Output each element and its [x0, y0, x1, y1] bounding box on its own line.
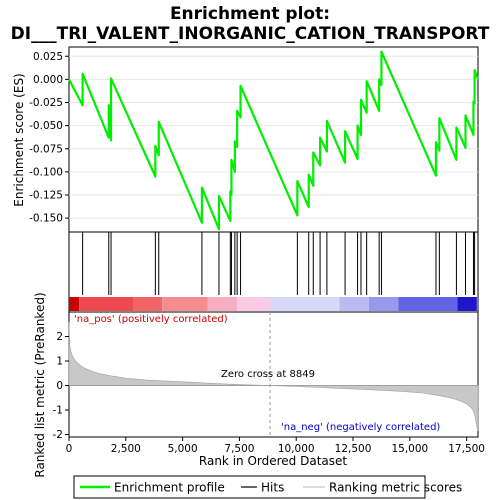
hits-layer [82, 232, 476, 295]
es-tick-label: -0.100 [29, 166, 63, 178]
x-tick-label: 7,500 [224, 443, 254, 455]
x-tick-label: 0 [66, 443, 73, 455]
metric-tick-label: -2 [53, 429, 63, 441]
heat-segment [162, 297, 208, 311]
es-tick-label: 0.000 [33, 74, 63, 86]
metric-layer [68, 312, 479, 437]
es-tick-label: 0.025 [33, 51, 63, 63]
heat-segment [69, 297, 80, 311]
metric-panel [68, 311, 479, 438]
heat-segment [133, 297, 163, 311]
heat-segment [79, 297, 134, 311]
es-curve-layer [68, 50, 480, 231]
es-tick-label: -0.150 [29, 213, 63, 225]
es-axis: 0.025 0.000 -0.025 -0.050 -0.075 -0.100 -0.125… [29, 51, 478, 225]
legend-label: Ranking metric scores [329, 481, 462, 495]
x-axis-label: Rank in Ordered Dataset [199, 454, 347, 468]
x-tick-label: 10,000 [278, 443, 315, 455]
neg-label: 'na_neg' (negatively correlated) [281, 422, 440, 433]
chart-title-line1: Enrichment plot: [170, 4, 330, 24]
pos-label: 'na_pos' (positively correlated) [74, 314, 228, 325]
x-tick-label: 12,500 [335, 443, 372, 455]
enrichment-profile-line [68, 50, 480, 231]
heat-segment [207, 297, 238, 311]
metric-tick-label: -1 [53, 405, 63, 417]
chart-title-line2: DI___TRI_VALENT_INORGANIC_CATION_TRANSPO… [11, 24, 490, 44]
x-axis: 0 2,500 5,000 7,500 10,000 12,500 15,000 17,500 [66, 437, 485, 455]
es-tick-label: -0.125 [29, 190, 63, 202]
legend-label: Enrichment profile [114, 481, 225, 495]
metric-tick-label: 1 [56, 356, 63, 368]
heat-segment [237, 297, 271, 311]
heat-bar [69, 297, 477, 311]
x-tick-label: 15,000 [391, 443, 428, 455]
x-tick-label: 17,500 [448, 443, 485, 455]
es-tick-label: -0.025 [29, 97, 63, 109]
metric-tick-label: 2 [56, 331, 63, 343]
x-tick-label: 2,500 [111, 443, 141, 455]
es-panel [68, 46, 479, 233]
es-tick-label: -0.075 [29, 143, 63, 155]
es-axis-label: Enrichment score (ES) [12, 73, 26, 206]
heat-segment [368, 297, 399, 311]
legend: Enrichment profile Hits Ranking metric sco… [80, 481, 462, 495]
metric-axis: 2 1 0 -1 -2 [53, 331, 69, 441]
metric-tick-label: 0 [56, 380, 63, 392]
legend-label: Hits [261, 481, 284, 495]
zero-cross-label: Zero cross at 8849 [221, 369, 315, 380]
heat-segment [398, 297, 458, 311]
heat-segment [270, 297, 340, 311]
heat-segment [457, 297, 477, 311]
es-tick-label: -0.050 [29, 120, 63, 132]
x-tick-label: 5,000 [168, 443, 198, 455]
heat-segment [339, 297, 369, 311]
metric-axis-label: Ranked list metric (PreRanked) [33, 292, 47, 477]
